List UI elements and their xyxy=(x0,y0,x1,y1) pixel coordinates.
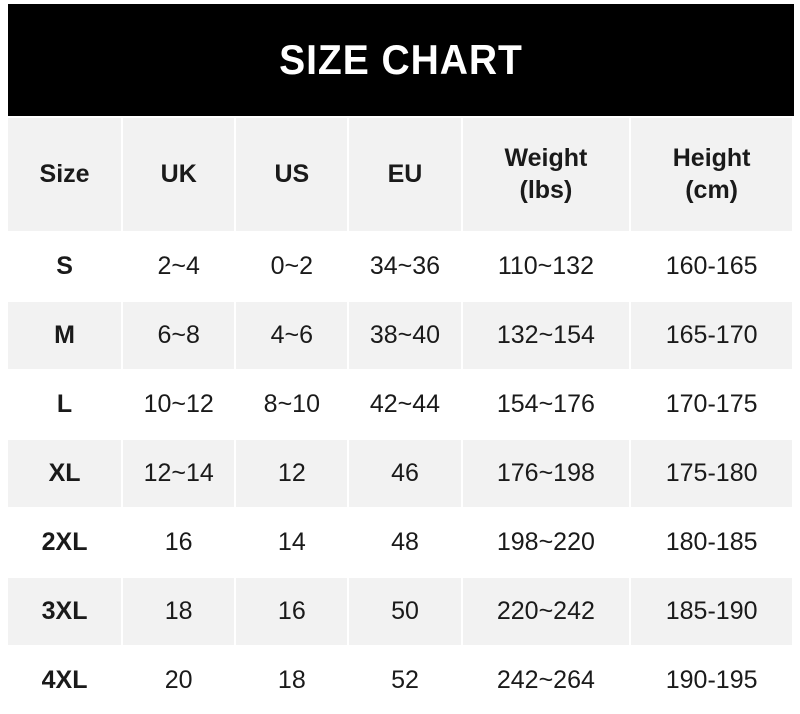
cell-size: 2XL xyxy=(8,509,122,576)
cell-eu: 48 xyxy=(349,509,461,576)
cell-uk: 12~14 xyxy=(123,440,235,507)
cell-height: 180-185 xyxy=(631,509,792,576)
column-header-eu-label: EU xyxy=(387,159,423,188)
column-header-weight-label: Weight xyxy=(504,144,588,173)
column-header-uk: UK xyxy=(123,118,235,231)
table-row: L 10~12 8~10 42~44 154~176 170-175 xyxy=(8,371,792,438)
table-row: S 2~4 0~2 34~36 110~132 160-165 xyxy=(8,233,792,300)
cell-size: XL xyxy=(8,440,122,507)
cell-height: 170-175 xyxy=(631,371,792,438)
column-header-uk-label: UK xyxy=(160,159,197,188)
cell-size: L xyxy=(8,371,122,438)
cell-us: 0~2 xyxy=(236,233,348,300)
table-row: 3XL 18 16 50 220~242 185-190 xyxy=(8,578,792,645)
cell-weight: 198~220 xyxy=(462,509,630,576)
table-row: 4XL 20 18 52 242~264 190-195 xyxy=(8,647,792,714)
cell-us: 12 xyxy=(236,440,348,507)
table-header-row: Size UK US EU Weight (lbs) Height (cm) xyxy=(8,118,792,231)
column-header-us: US xyxy=(236,118,348,231)
cell-weight: 176~198 xyxy=(462,440,630,507)
cell-height: 165-170 xyxy=(631,302,792,369)
title-banner: SIZE CHART xyxy=(8,4,794,116)
cell-height: 190-195 xyxy=(631,647,792,714)
cell-weight: 242~264 xyxy=(462,647,630,714)
cell-weight: 110~132 xyxy=(462,233,630,300)
cell-eu: 38~40 xyxy=(349,302,461,369)
cell-us: 8~10 xyxy=(236,371,348,438)
column-header-weight: Weight (lbs) xyxy=(462,118,630,231)
cell-size: M xyxy=(8,302,122,369)
cell-us: 16 xyxy=(236,578,348,645)
table-row: XL 12~14 12 46 176~198 175-180 xyxy=(8,440,792,507)
cell-uk: 18 xyxy=(123,578,235,645)
cell-eu: 52 xyxy=(349,647,461,714)
cell-eu: 42~44 xyxy=(349,371,461,438)
column-header-weight-unit: (lbs) xyxy=(519,175,573,204)
cell-eu: 46 xyxy=(349,440,461,507)
cell-weight: 154~176 xyxy=(462,371,630,438)
cell-height: 160-165 xyxy=(631,233,792,300)
cell-uk: 16 xyxy=(123,509,235,576)
cell-size: 3XL xyxy=(8,578,122,645)
column-header-us-label: US xyxy=(274,159,310,188)
cell-uk: 20 xyxy=(123,647,235,714)
cell-size: S xyxy=(8,233,122,300)
cell-height: 175-180 xyxy=(631,440,792,507)
column-header-size-label: Size xyxy=(39,159,90,188)
table-row: M 6~8 4~6 38~40 132~154 165-170 xyxy=(8,302,792,369)
size-chart-table: Size UK US EU Weight (lbs) Height (cm) S… xyxy=(8,118,792,714)
cell-weight: 132~154 xyxy=(462,302,630,369)
cell-us: 18 xyxy=(236,647,348,714)
cell-us: 14 xyxy=(236,509,348,576)
cell-weight: 220~242 xyxy=(462,578,630,645)
cell-uk: 10~12 xyxy=(123,371,235,438)
cell-uk: 6~8 xyxy=(123,302,235,369)
table-row: 2XL 16 14 48 198~220 180-185 xyxy=(8,509,792,576)
column-header-eu: EU xyxy=(349,118,461,231)
cell-us: 4~6 xyxy=(236,302,348,369)
cell-eu: 50 xyxy=(349,578,461,645)
cell-eu: 34~36 xyxy=(349,233,461,300)
cell-height: 185-190 xyxy=(631,578,792,645)
cell-size: 4XL xyxy=(8,647,122,714)
column-header-height: Height (cm) xyxy=(631,118,792,231)
column-header-height-unit: (cm) xyxy=(685,175,739,204)
column-header-size: Size xyxy=(8,118,122,231)
cell-uk: 2~4 xyxy=(123,233,235,300)
column-header-height-label: Height xyxy=(672,144,751,173)
page-title: SIZE CHART xyxy=(279,36,523,83)
